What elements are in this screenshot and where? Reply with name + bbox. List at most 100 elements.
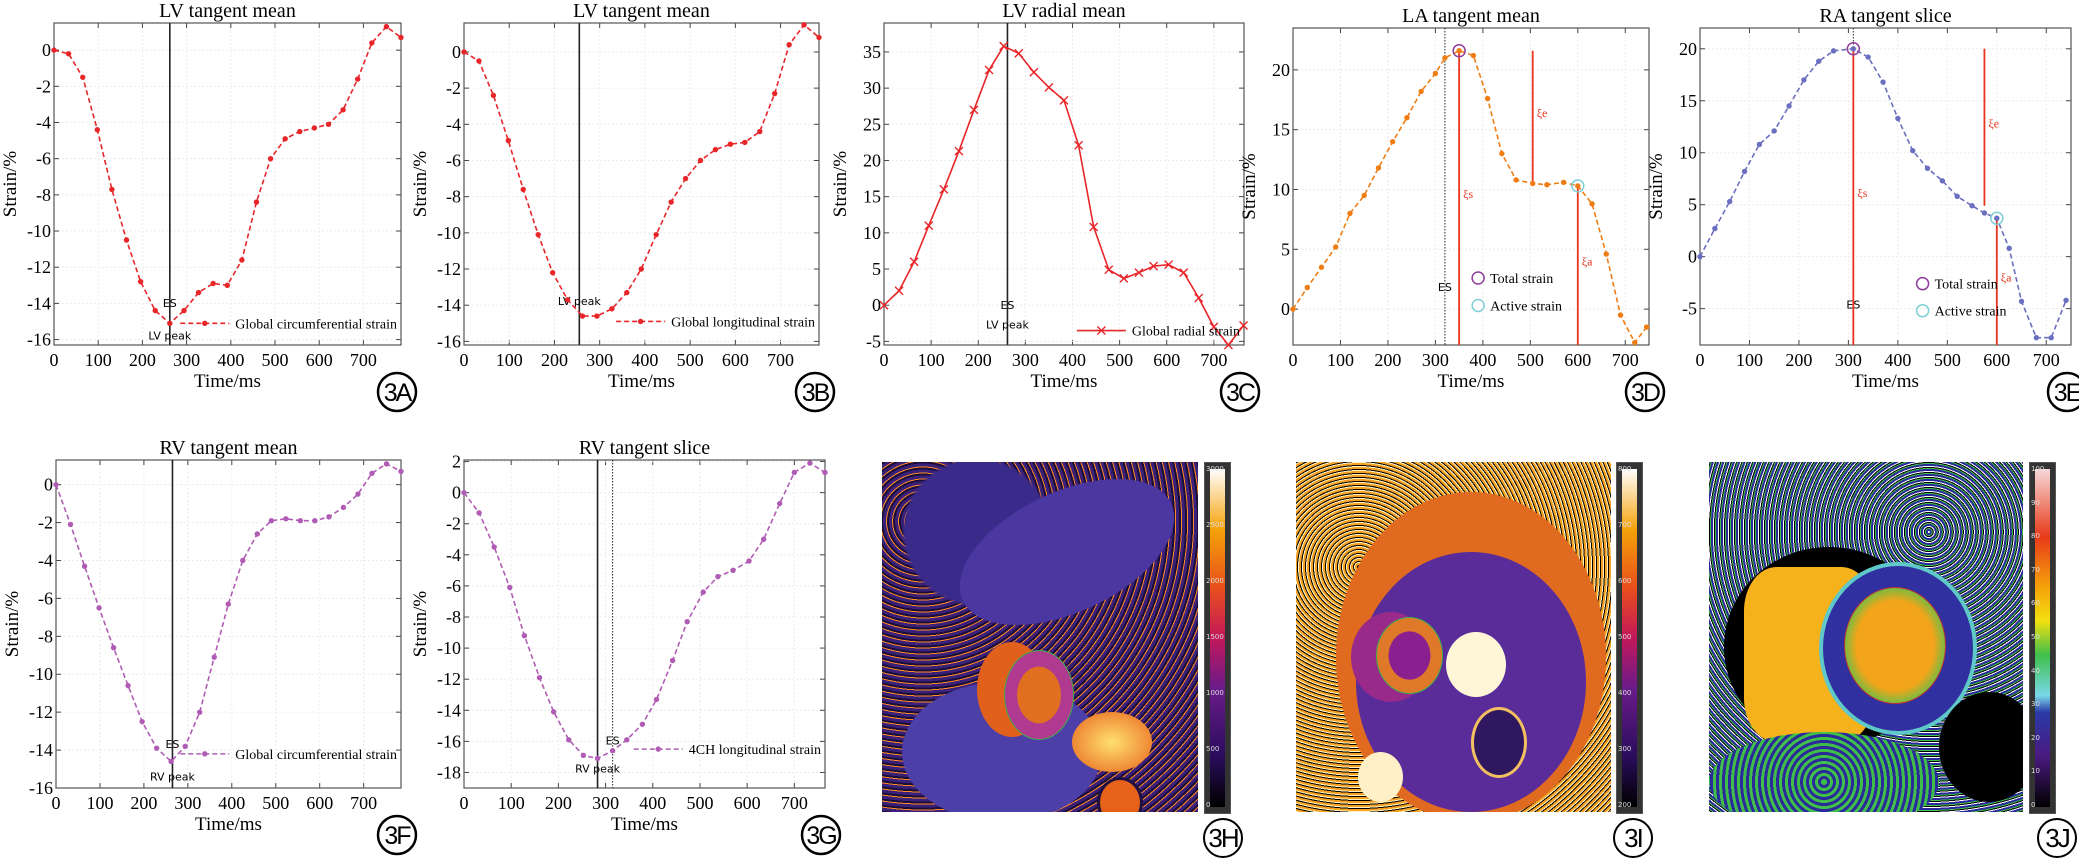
data-point	[67, 521, 74, 528]
data-point	[1470, 52, 1477, 59]
plot-frame	[1699, 27, 2072, 346]
y-axis-label: Strain/%	[2, 591, 23, 658]
data-point	[1880, 79, 1886, 85]
x-tick-label: 700	[350, 350, 377, 370]
y-axis-label: Strain/%	[410, 591, 431, 658]
legend-swatch	[1471, 271, 1485, 285]
data-point	[94, 127, 101, 133]
x-axis-label: Time/ms	[195, 814, 262, 835]
y-tick-label: -12	[437, 669, 461, 689]
data-point	[521, 632, 528, 639]
panel-label-3h: 3H	[1203, 818, 1243, 858]
colorbar-tick-label: 0	[1206, 801, 1211, 809]
strain-line-label: ξe	[1537, 106, 1548, 120]
data-point	[239, 257, 245, 263]
data-point	[801, 22, 807, 28]
data-point	[1910, 147, 1916, 154]
y-tick-label: 0	[872, 295, 881, 315]
x-axis-label: Time/ms	[608, 371, 675, 392]
data-point	[152, 307, 158, 314]
data-point	[668, 199, 674, 205]
series-line	[1292, 49, 1648, 345]
y-tick-label: -5	[866, 331, 881, 351]
colorbar-tick-label: 1000	[1206, 689, 1224, 697]
data-point	[197, 709, 203, 715]
panel-label-circle	[800, 814, 842, 856]
y-tick-label: -4	[36, 112, 51, 132]
x-tick-label: 500	[262, 793, 289, 813]
y-tick-label: 30	[863, 78, 881, 98]
y-tick-label: 10	[1679, 143, 1697, 163]
data-point	[96, 605, 102, 611]
data-point	[297, 517, 304, 524]
data-point	[325, 121, 332, 128]
x-tick-label: 600	[1153, 350, 1180, 370]
data-point	[1134, 268, 1144, 278]
colorbar-tick-label: 40	[2031, 666, 2040, 675]
data-point	[1432, 70, 1439, 77]
spleen-region	[1072, 712, 1152, 772]
series-line	[53, 25, 402, 325]
kidney-region	[1471, 707, 1527, 778]
data-point	[240, 557, 246, 564]
legend-label: Total strain	[1935, 278, 1998, 293]
data-point	[624, 289, 630, 296]
aorta-region	[937, 462, 1197, 655]
x-tick-label: 600	[722, 350, 749, 370]
y-tick-label: -8	[36, 185, 51, 205]
data-point	[65, 51, 72, 57]
data-point	[579, 313, 586, 319]
y-tick-label: -4	[446, 545, 461, 565]
plot-frame	[463, 459, 826, 789]
data-point	[822, 469, 828, 476]
data-point	[1484, 95, 1491, 102]
legend-label: Global circumferential strain	[235, 317, 397, 332]
plot-frame	[55, 459, 402, 789]
data-point	[398, 468, 404, 475]
legend-swatch	[1915, 303, 1930, 318]
x-tick-label: 500	[686, 793, 713, 813]
colorbar-tick-label: 50	[2031, 633, 2040, 641]
colorbar-tick-label: 70	[2031, 565, 2040, 574]
data-point	[1643, 324, 1650, 330]
t2-map-image-3i	[1296, 462, 1611, 812]
y-tick-label: -16	[29, 778, 53, 798]
y-tick-label: -8	[38, 626, 53, 646]
data-point	[757, 128, 763, 135]
colorbar-tick-label: 800	[1618, 465, 1632, 473]
data-point	[715, 573, 721, 580]
data-point	[139, 718, 145, 725]
legend-label: Active strain	[1490, 300, 1562, 315]
data-point	[700, 589, 706, 595]
y-tick-label: -10	[27, 221, 51, 241]
data-point	[167, 320, 173, 326]
x-tick-label: 0	[880, 350, 889, 370]
data-point	[253, 199, 260, 205]
y-tick-label: -2	[446, 514, 461, 534]
chart-title: LV tangent mean	[573, 0, 710, 22]
data-point	[1712, 225, 1718, 232]
data-point	[267, 155, 274, 162]
data-point	[1456, 48, 1462, 54]
x-tick-label: 100	[1327, 350, 1354, 370]
y-tick-label: 20	[863, 150, 881, 170]
plot-frame	[53, 22, 402, 346]
y-tick-label: 10	[863, 223, 881, 243]
data-point	[369, 40, 375, 46]
y-tick-label: -12	[437, 259, 461, 279]
data-point	[1589, 201, 1595, 207]
y-tick-label: 35	[863, 42, 881, 62]
data-point	[1096, 326, 1106, 336]
data-point	[340, 107, 346, 113]
data-point	[383, 23, 390, 30]
data-point	[1756, 141, 1763, 148]
data-point	[490, 92, 497, 99]
data-point	[909, 257, 919, 267]
strain-marker	[1846, 42, 1861, 56]
data-point	[1560, 179, 1567, 186]
x-tick-label: 500	[1934, 350, 1961, 370]
data-point	[383, 461, 390, 467]
chart-3A: 0 100 200 300 400 500 600 700 -16 -14 -12 -10 -8 -6 -4…	[0, 0, 418, 413]
lung-region	[1939, 692, 2023, 802]
data-point	[1304, 284, 1310, 291]
